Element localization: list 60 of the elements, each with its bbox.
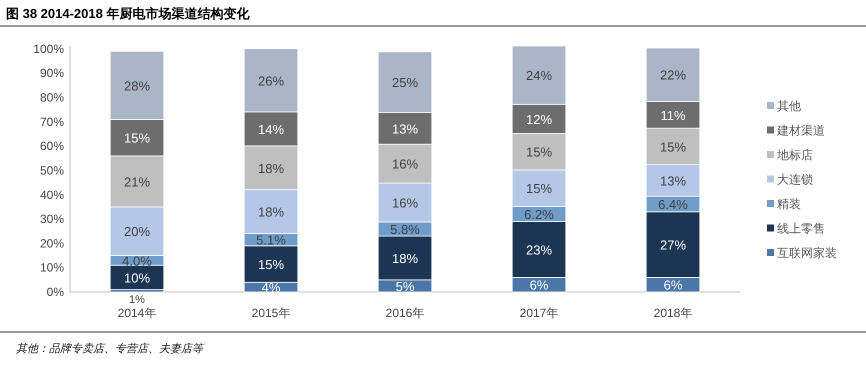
x-tick-label: 2014年 xyxy=(118,306,156,320)
y-tick-label: 80% xyxy=(40,90,64,105)
data-label: 5.1% xyxy=(256,232,286,248)
data-label: 16% xyxy=(392,156,418,172)
data-label: 6.2% xyxy=(524,206,554,222)
data-label: 13% xyxy=(392,121,418,136)
data-label: 26% xyxy=(258,73,284,88)
data-label: 18% xyxy=(392,250,418,266)
data-label: 16% xyxy=(392,196,418,211)
data-label: 4% xyxy=(262,280,281,296)
data-label: 25% xyxy=(392,75,418,90)
y-tick-label: 40% xyxy=(40,188,64,202)
data-label: 24% xyxy=(526,68,552,84)
data-label: 1% xyxy=(129,294,146,306)
data-label: 15% xyxy=(258,257,284,272)
data-label: 6% xyxy=(664,278,683,293)
y-tick-label: 90% xyxy=(40,66,64,80)
data-label: 27% xyxy=(660,238,686,253)
data-label: 15% xyxy=(124,130,150,146)
data-label: 21% xyxy=(124,174,150,190)
data-label: 20% xyxy=(124,224,150,240)
x-tick-label: 2015年 xyxy=(252,306,290,320)
x-tick-label: 2018年 xyxy=(654,306,692,320)
data-label: 15% xyxy=(660,139,686,154)
y-tick-label: 20% xyxy=(40,236,64,250)
data-label: 28% xyxy=(124,78,150,94)
legend-label: 其他 xyxy=(777,99,801,113)
x-tick-label: 2017年 xyxy=(520,306,558,320)
y-tick-label: 50% xyxy=(40,163,64,178)
data-label: 10% xyxy=(124,270,150,286)
data-label: 6.4% xyxy=(658,197,688,212)
data-label: 18% xyxy=(258,160,284,176)
data-label: 5.8% xyxy=(390,222,420,238)
y-tick-label: 100% xyxy=(33,42,64,56)
legend-label: 互联网家装 xyxy=(777,246,837,260)
data-label: 13% xyxy=(660,173,686,188)
data-label: 15% xyxy=(526,144,552,160)
data-label: 14% xyxy=(258,122,284,137)
data-label: 22% xyxy=(660,68,686,83)
data-label: 12% xyxy=(526,112,552,127)
y-tick-label: 70% xyxy=(40,114,64,129)
data-label: 11% xyxy=(660,108,686,123)
y-tick-label: 10% xyxy=(40,260,64,275)
y-tick-label: 30% xyxy=(40,212,64,226)
data-label: 5% xyxy=(396,278,415,294)
y-tick-label: 60% xyxy=(40,139,64,154)
legend-label: 地标店 xyxy=(776,148,813,162)
chart-title: 图 38 2014-2018 年厨电市场渠道结构变化 xyxy=(6,6,250,21)
y-tick-label: 0% xyxy=(46,285,64,299)
legend-label: 精装 xyxy=(777,197,801,211)
data-label: 6% xyxy=(530,278,549,293)
x-tick-label: 2016年 xyxy=(386,306,424,320)
text: 其他：品牌专卖店、专营店、夫妻店等 xyxy=(16,342,205,355)
legend-label: 建材渠道 xyxy=(776,124,825,138)
data-label: 15% xyxy=(526,181,552,196)
data-label: 23% xyxy=(526,242,552,258)
legend-label: 线上零售 xyxy=(777,222,825,236)
legend-label: 大连锁 xyxy=(777,172,813,186)
data-label: 18% xyxy=(258,204,284,220)
data-label: 4.0% xyxy=(122,253,152,268)
